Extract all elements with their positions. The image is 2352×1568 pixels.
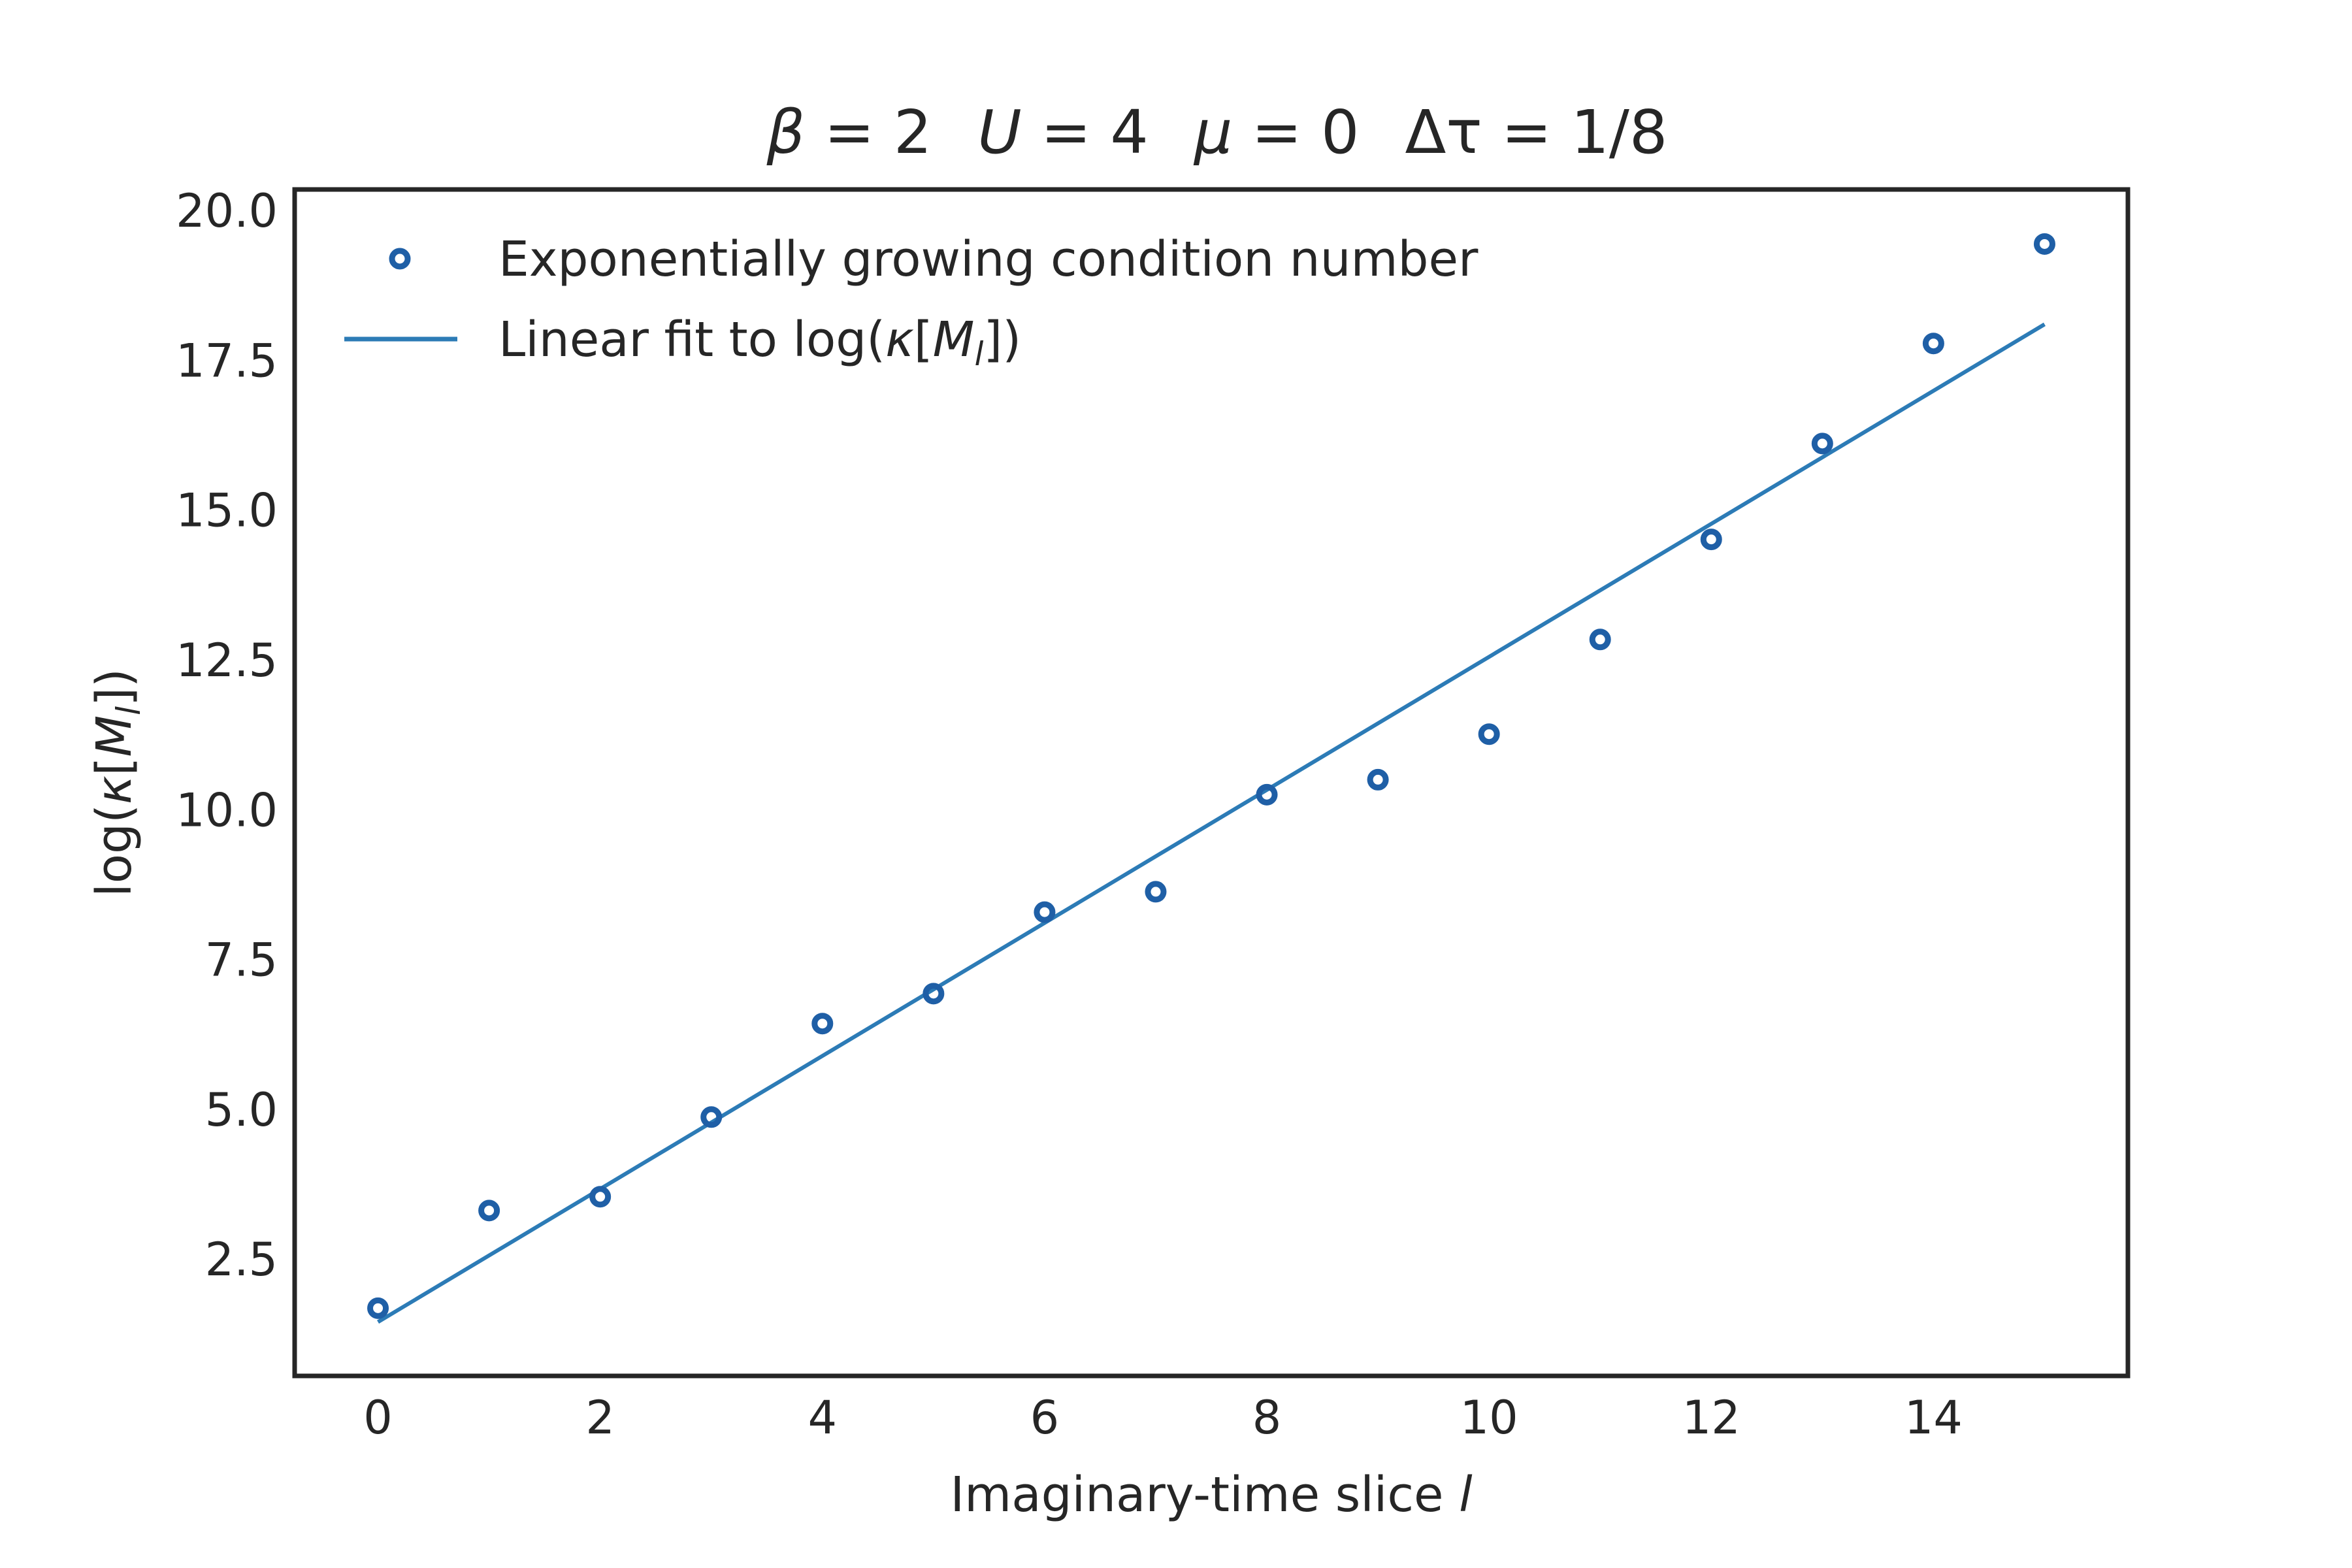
data-point (367, 1297, 389, 1319)
y-axis-label-m: M (86, 715, 142, 757)
data-point (1478, 723, 1500, 745)
x-tick-label: 12 (1682, 1391, 1740, 1445)
title-mu: μ (1193, 97, 1233, 167)
legend-line-open: [ (914, 312, 933, 368)
title-u: U (977, 97, 1021, 167)
fit-line-group (377, 322, 2046, 1324)
x-axis-label: Imaginary-time slice l (950, 1467, 1473, 1523)
legend-line-m: M (933, 312, 975, 368)
fit-line (377, 322, 2046, 1324)
y-tick-label: 5.0 (205, 1083, 278, 1137)
y-axis-label-prefix: log( (86, 804, 142, 897)
x-tick-label: 2 (585, 1391, 615, 1445)
y-tick-label: 17.5 (176, 334, 278, 387)
data-point (478, 1200, 500, 1222)
x-axis-label-var: l (1459, 1467, 1473, 1523)
title-u-value: = 4 (1022, 97, 1149, 167)
y-tick-label: 12.5 (176, 634, 278, 687)
data-point (1034, 901, 1056, 923)
data-point (1589, 629, 1611, 651)
y-tick-label: 10.0 (176, 783, 278, 837)
legend-line-close: ]) (983, 312, 1021, 368)
y-axis-label-close: ]) (86, 668, 142, 706)
title-mu-value: = 0 (1232, 97, 1359, 167)
y-axis-ticks: 2.5 5.0 7.5 10.0 12.5 15.0 17.5 20.0 (176, 184, 278, 1286)
x-tick-label: 4 (808, 1391, 838, 1445)
y-axis-label-open: [ (86, 757, 142, 776)
y-axis-label-sub: l (110, 706, 148, 715)
data-point (1256, 783, 1278, 806)
y-tick-label: 15.0 (176, 484, 278, 538)
legend-line-prefix: Linear fit to log( (498, 312, 885, 368)
data-point (811, 1013, 834, 1035)
legend-line-sub: l (975, 335, 984, 373)
x-tick-label: 8 (1252, 1391, 1282, 1445)
data-point (589, 1186, 612, 1208)
x-tick-label: 10 (1460, 1391, 1518, 1445)
legend: Exponentially growing condition number L… (344, 231, 1478, 373)
title-dtau: Δτ (1405, 97, 1482, 167)
x-axis-label-text: Imaginary-time slice (950, 1467, 1459, 1523)
legend-label-line: Linear fit to log(κ[Ml]) (498, 312, 1021, 373)
data-points (367, 233, 2055, 1319)
y-tick-label: 20.0 (176, 184, 278, 238)
data-point (1145, 881, 1167, 903)
legend-label-scatter: Exponentially growing condition number (498, 231, 1478, 287)
y-axis-label: log(κ[Ml]) (86, 668, 148, 897)
y-tick-label: 2.5 (205, 1233, 278, 1286)
data-point (923, 983, 945, 1005)
y-tick-label: 7.5 (205, 934, 278, 987)
data-point (1811, 433, 1833, 455)
x-tick-label: 6 (1030, 1391, 1060, 1445)
title-dtau-value: = 1/8 (1482, 97, 1668, 167)
y-axis-label-kappa: κ (86, 776, 142, 804)
x-tick-label: 14 (1904, 1391, 1963, 1445)
data-point (1700, 529, 1722, 551)
legend-line-kappa: κ (885, 312, 914, 368)
x-tick-label: 0 (363, 1391, 393, 1445)
x-axis-ticks: 0 2 4 6 8 10 12 14 (363, 1391, 1963, 1445)
data-point (1922, 333, 1944, 355)
data-point (700, 1106, 723, 1128)
title-beta-value: = 2 (805, 97, 932, 167)
plot-frame (292, 187, 2131, 1379)
data-point (1367, 768, 1389, 791)
chart-title: β = 2 U = 4 μ = 0 Δτ = 1/8 (766, 97, 1668, 167)
data-point (2033, 233, 2055, 255)
legend-marker-scatter (389, 248, 411, 270)
title-beta: β (766, 97, 806, 167)
